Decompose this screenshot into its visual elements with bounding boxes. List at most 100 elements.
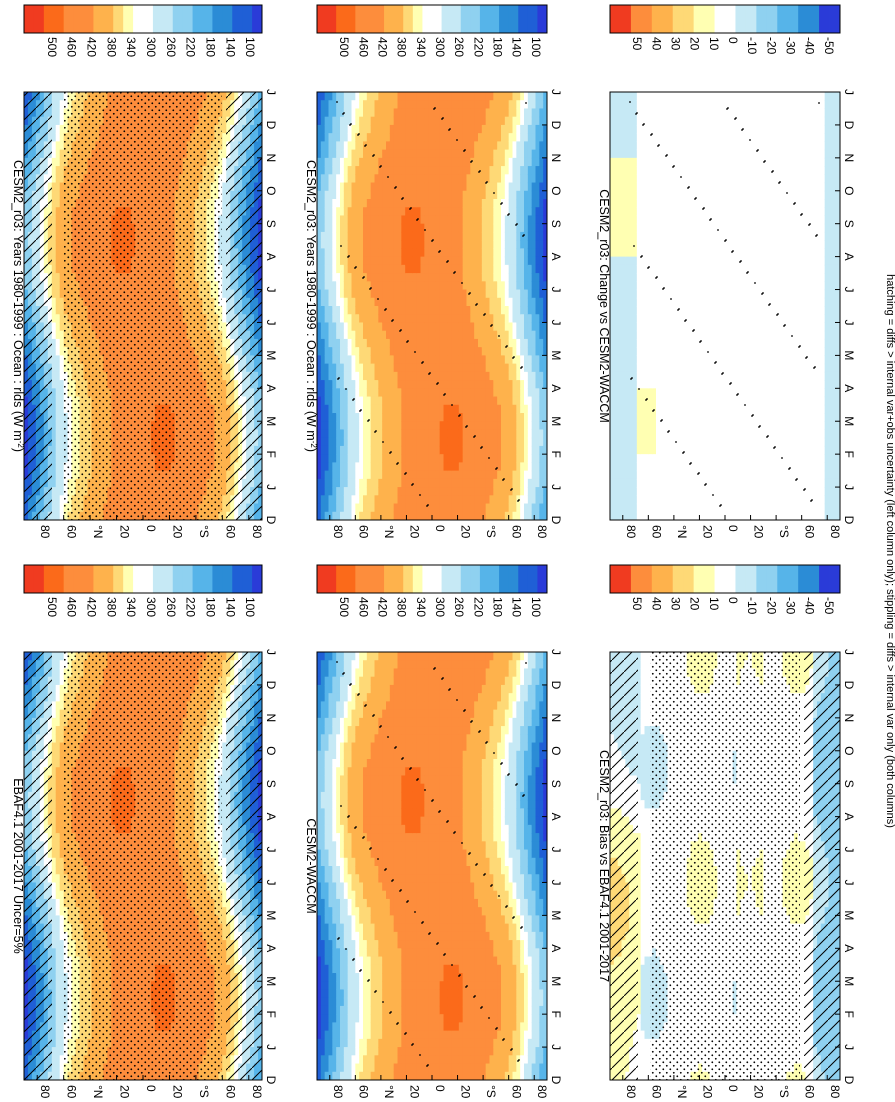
field-cell xyxy=(351,487,356,496)
field-cell xyxy=(412,413,418,422)
field-cell xyxy=(424,355,429,365)
field-cell xyxy=(59,199,65,208)
field-cell xyxy=(432,190,437,200)
field-cell xyxy=(389,429,395,439)
field-cell xyxy=(389,174,395,184)
field-cell xyxy=(328,338,333,348)
field-cell xyxy=(443,240,448,249)
field-cell xyxy=(351,215,356,225)
field-cell xyxy=(393,149,399,159)
month-tick-label: D xyxy=(264,516,278,525)
field-cell xyxy=(405,363,410,373)
field-cell xyxy=(420,166,425,175)
field-cell xyxy=(363,355,368,365)
field-cell xyxy=(324,429,330,439)
field-cell xyxy=(443,133,448,142)
field-cell xyxy=(370,470,376,480)
field-cell xyxy=(382,413,387,422)
field-cell xyxy=(59,487,65,496)
month-tick-label: J xyxy=(264,287,278,293)
field-cell xyxy=(363,124,368,134)
field-cell xyxy=(393,256,399,266)
field-cell xyxy=(359,380,364,389)
field-cell xyxy=(432,256,437,266)
field-cell xyxy=(51,487,57,496)
field-cell xyxy=(416,289,422,299)
field-cell xyxy=(416,413,422,422)
field-cell xyxy=(55,297,61,307)
field-cell xyxy=(340,157,345,167)
field-cell xyxy=(389,396,395,406)
field-cell xyxy=(340,314,345,324)
field-cell xyxy=(424,264,429,274)
field-cell xyxy=(409,404,414,414)
field-cell xyxy=(355,470,360,480)
field-cell xyxy=(328,454,333,463)
field-cell xyxy=(393,199,399,208)
field-cell xyxy=(393,133,399,142)
field-cell xyxy=(55,264,61,274)
field-cell xyxy=(447,157,452,167)
field-cell xyxy=(363,413,368,422)
field-cell xyxy=(317,445,322,455)
field-cell xyxy=(328,141,333,151)
field-cell xyxy=(317,404,322,414)
field-cell xyxy=(317,240,322,249)
field-cell xyxy=(340,487,345,496)
field-cell xyxy=(409,124,414,134)
field-cell xyxy=(55,240,61,249)
field-cell xyxy=(382,371,387,381)
field-cell xyxy=(222,421,227,431)
field-cell xyxy=(343,100,349,110)
field-cell xyxy=(401,413,406,422)
field-cell xyxy=(347,306,353,315)
field-cell xyxy=(382,207,387,217)
field-cell xyxy=(439,273,445,282)
field-cell xyxy=(366,207,372,217)
field-cell xyxy=(428,199,433,208)
field-cell xyxy=(389,454,395,463)
field-cell xyxy=(324,396,330,406)
field-cell xyxy=(355,429,360,439)
field-cell xyxy=(439,174,445,184)
field-cell xyxy=(443,297,448,307)
field-cell xyxy=(55,124,61,134)
field-cell xyxy=(428,437,433,447)
field-cell xyxy=(343,190,349,200)
field-cell xyxy=(416,511,422,520)
field-cell xyxy=(324,273,330,282)
field-cell xyxy=(317,421,322,431)
field-cell xyxy=(332,281,337,291)
field-cell xyxy=(378,429,383,439)
field-cell xyxy=(370,149,376,159)
field-cell xyxy=(359,100,364,110)
field-cell xyxy=(340,240,345,249)
field-cell xyxy=(420,289,425,299)
field-cell xyxy=(420,231,425,241)
field-cell xyxy=(366,190,372,200)
field-cell xyxy=(397,133,402,142)
field-cell xyxy=(378,174,383,184)
field-cell xyxy=(435,240,441,249)
field-cell xyxy=(340,306,345,315)
field-cell xyxy=(393,347,399,356)
colorbar-swatch xyxy=(192,5,203,33)
field-cell xyxy=(317,141,322,151)
field-cell xyxy=(409,338,414,348)
field-cell xyxy=(439,421,445,431)
field-cell xyxy=(359,404,364,414)
field-cell xyxy=(393,445,399,455)
field-cell xyxy=(366,256,372,266)
field-cell xyxy=(336,240,341,249)
field-cell xyxy=(366,124,372,134)
field-cell xyxy=(401,462,406,472)
field-cell xyxy=(55,149,61,159)
field-cell xyxy=(317,297,322,307)
field-cell xyxy=(435,133,441,142)
field-cell xyxy=(401,503,406,513)
field-cell xyxy=(336,462,341,472)
field-cell xyxy=(389,124,395,134)
field-cell xyxy=(332,503,337,513)
field-cell xyxy=(420,264,425,274)
field-cell xyxy=(393,478,399,488)
